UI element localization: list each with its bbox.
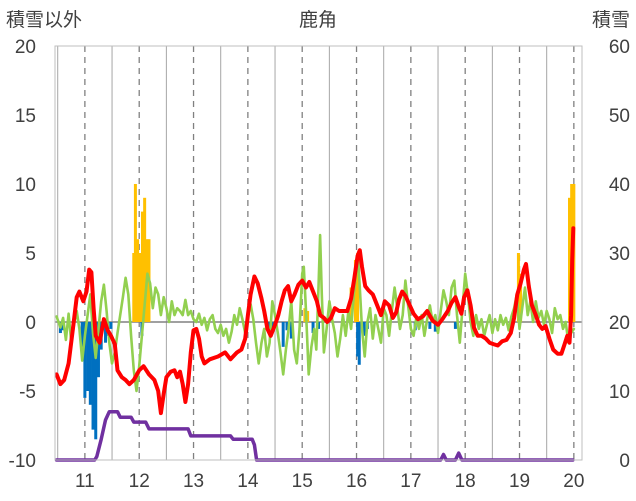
right-tick-label: 0: [619, 451, 630, 472]
x-tick-label: 17: [400, 471, 421, 492]
x-tick-label: 11: [75, 471, 95, 492]
line-series: [54, 226, 576, 462]
bar-blue: [88, 322, 92, 405]
bar-blue: [289, 322, 293, 339]
x-tick-label: 12: [129, 471, 150, 492]
bar-blue: [96, 322, 100, 378]
left-tick-label: -5: [19, 382, 36, 403]
right-axis-label: 積雪: [592, 9, 630, 31]
right-tick-label: 40: [609, 175, 630, 196]
left-tick-label: 0: [25, 313, 36, 334]
left-tick-label: 5: [25, 244, 36, 265]
bar-blue: [362, 322, 366, 336]
bar-blue: [356, 322, 360, 357]
bar-orange: [140, 211, 144, 322]
bar-blue: [428, 322, 432, 329]
right-tick-label: 50: [609, 106, 630, 127]
left-tick-label: 20: [15, 37, 36, 58]
line-series-purple: [54, 409, 575, 462]
x-tick-label: 14: [237, 471, 259, 492]
bar-blue: [83, 322, 87, 398]
chart-title: 鹿角: [299, 9, 337, 31]
bar-orange: [568, 197, 572, 322]
x-tick-label: 20: [563, 471, 584, 492]
bar-orange: [136, 239, 140, 322]
left-tick-label: 10: [15, 175, 36, 196]
bar-blue: [311, 322, 315, 334]
bar-blue: [80, 322, 84, 347]
bar-orange: [306, 310, 310, 322]
bar-blue: [104, 322, 108, 343]
left-tick-label: 15: [15, 106, 36, 127]
line-series-red: [54, 226, 576, 416]
x-tick-label: 13: [183, 471, 204, 492]
right-tick-label: 10: [609, 382, 630, 403]
bar-blue: [433, 322, 437, 332]
bar-blue: [109, 322, 113, 329]
plot-frame: [54, 45, 583, 461]
right-tick-label: 20: [609, 313, 630, 334]
bar-blue: [285, 322, 289, 331]
x-tick-label: 18: [455, 471, 476, 492]
bar-orange: [143, 197, 147, 322]
right-tick-label: 30: [609, 244, 630, 265]
bar-blue: [94, 322, 98, 440]
bar-orange: [519, 273, 523, 322]
line-series-green: [55, 233, 576, 393]
left-tick-label: -10: [9, 451, 36, 472]
bar-orange: [133, 184, 137, 322]
bar-orange: [356, 253, 360, 322]
right-tick-label: 60: [609, 37, 630, 58]
bar-blue: [91, 322, 95, 430]
bar-blue: [86, 322, 90, 391]
bar-blue: [453, 322, 457, 329]
x-tick-label: 19: [509, 471, 530, 492]
bar-orange: [132, 253, 136, 322]
bar-blue: [281, 322, 285, 347]
x-tick-label: 15: [292, 471, 313, 492]
bar-orange: [138, 253, 142, 322]
bar-blue: [357, 322, 361, 365]
x-tick-label: 16: [346, 471, 367, 492]
bar-blue: [317, 322, 320, 329]
left-axis-label: 積雪以外: [6, 9, 82, 31]
